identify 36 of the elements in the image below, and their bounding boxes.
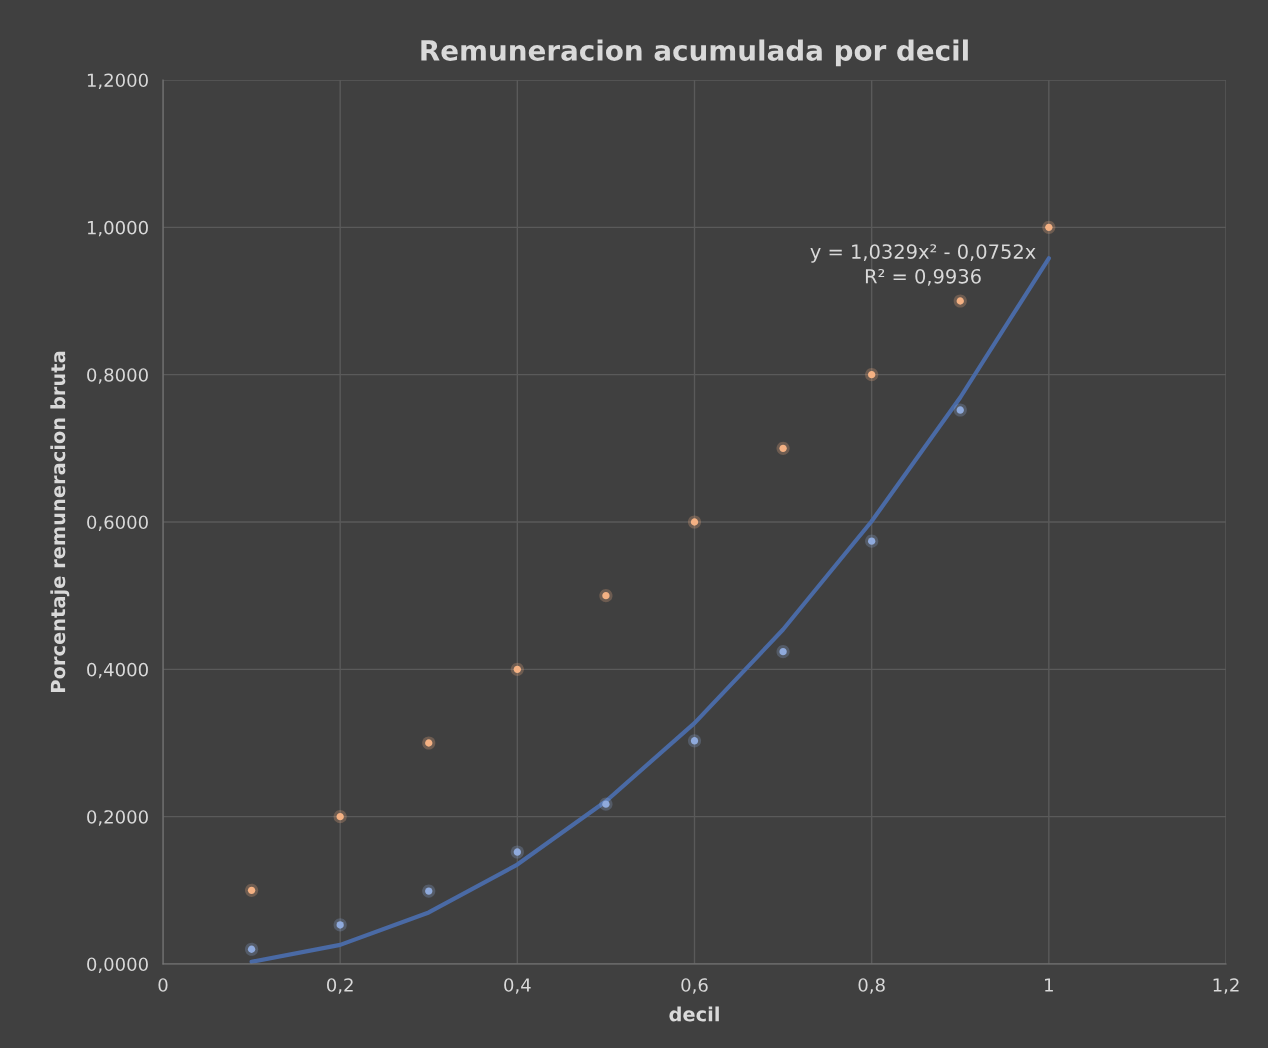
x-tick-label: 0,4: [504, 978, 531, 994]
point: [245, 942, 259, 956]
y-tick-label: 0,4000: [87, 662, 148, 679]
point: [333, 918, 347, 932]
point: [953, 403, 967, 417]
y-tick-label: 0,8000: [87, 368, 148, 384]
point: [776, 441, 790, 455]
y-tick-label: 1,0000: [87, 220, 148, 237]
x-tick-label: 0,2: [327, 978, 353, 994]
y-axis-title: Porcentaje remuneracion bruta: [50, 351, 70, 692]
x-tick-label: 1,2: [1213, 978, 1239, 994]
point: [1042, 220, 1056, 234]
x-tick-label: 0: [158, 978, 168, 992]
point: [953, 294, 967, 308]
annotation: y = 1,0329x² - 0,0752x R² = 0,9936: [810, 244, 1036, 286]
point: [510, 662, 524, 676]
point: [687, 734, 702, 748]
point: [422, 736, 436, 750]
x-tick-label: 0,6: [681, 978, 708, 994]
chart-title: Remuneracion acumulada por decil: [421, 39, 968, 67]
point: [422, 884, 436, 898]
point: [865, 534, 879, 548]
point: [599, 589, 613, 603]
y-tick-label: 0,6000: [87, 515, 148, 531]
x-axis-title: decil: [669, 1006, 719, 1022]
point: [333, 810, 347, 824]
x-tick-label: 0,8: [858, 978, 885, 994]
point: [865, 368, 879, 382]
point: [510, 845, 524, 859]
point: [245, 883, 259, 897]
y-tick-label: 1,2000: [87, 73, 148, 89]
x-tick-label: 1: [1045, 978, 1053, 992]
point: [687, 515, 702, 529]
point: [776, 645, 790, 659]
y-tick-label: 0,2000: [87, 810, 148, 826]
y-tick-label: 0,0000: [87, 957, 148, 973]
